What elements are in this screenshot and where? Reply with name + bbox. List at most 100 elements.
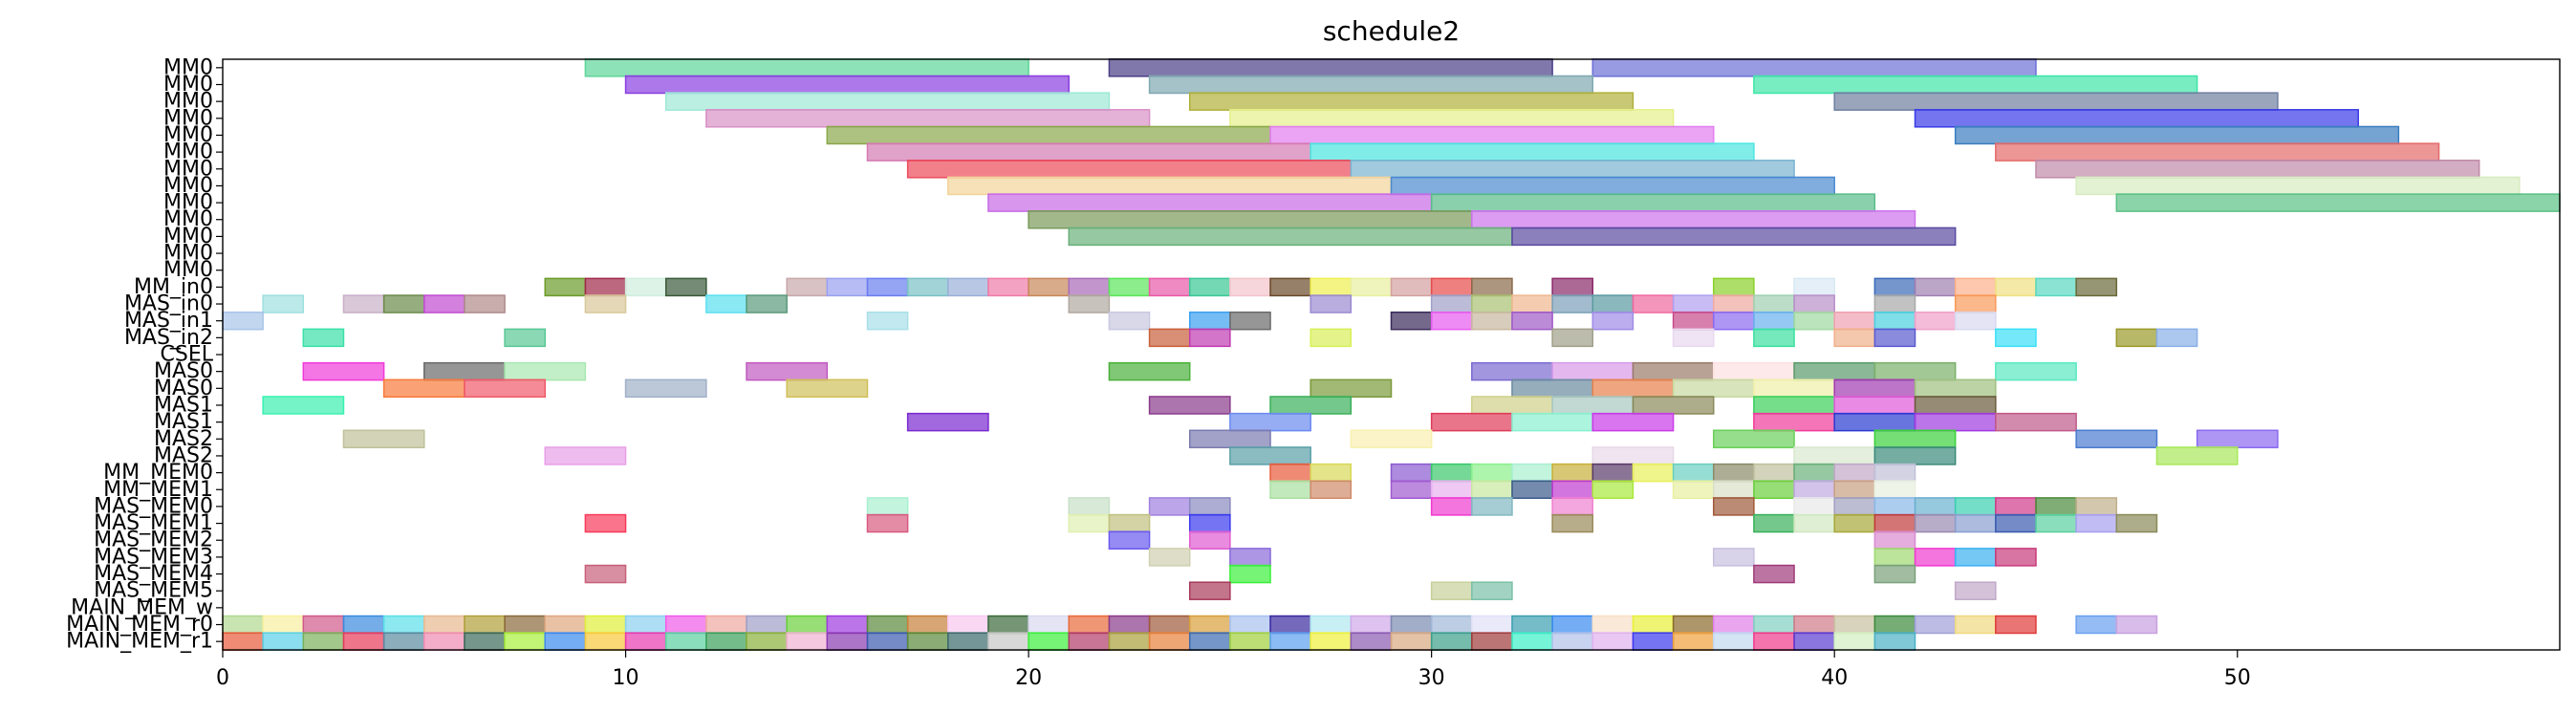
gantt-bar [866,632,909,651]
gantt-bar [1753,615,1795,635]
gantt-bar [1712,294,1755,313]
gantt-bar [1551,396,1634,415]
gantt-bar [1914,311,1957,331]
gantt-bar [584,58,1029,77]
gantt-bar [1591,294,1634,313]
gantt-bar [1108,513,1151,533]
gantt-bar [1188,615,1231,635]
gantt-bar [1390,176,1835,196]
gantt-bar [1672,294,1715,313]
gantt-bar [624,277,667,297]
gantt-bar [746,615,788,635]
y-tick-label: MM0 [163,258,213,282]
gantt-bar [1229,446,1311,465]
gantt-bar [1551,615,1594,635]
gantt-bar [1833,311,1876,331]
gantt-bar [1954,294,1997,313]
gantt-bar [1873,497,1916,516]
gantt-bar [1471,277,1513,297]
gantt-bar [1471,480,1513,500]
y-tick-label: MM0 [163,106,213,130]
gantt-bar [866,142,1311,162]
gantt-bar [1188,513,1231,533]
gantt-bar [2075,277,2118,297]
gantt-bar [866,311,909,331]
y-tick-label: MM0 [163,242,213,266]
y-tick-label: MAS2 [154,427,213,451]
gantt-bar [1954,581,1997,600]
gantt-bar [1712,463,1755,483]
gantt-bar [866,277,909,297]
gantt-bar [664,615,707,635]
gantt-bar [826,632,869,651]
y-tick-label: MM_MEM1 [103,478,213,502]
gantt-bar [1350,632,1393,651]
gantt-bar [2035,513,2077,533]
gantt-bar [786,615,829,635]
gantt-bar [1108,530,1151,550]
gantt-bar [1793,497,1835,516]
gantt-bar [1793,480,1835,500]
gantt-bar [1511,227,1957,247]
y-tick-label: MAS_in0 [124,292,213,316]
gantt-bar [302,615,345,635]
gantt-bar [1148,328,1191,348]
y-tick-label: MM0 [163,140,213,164]
gantt-bar [1108,615,1151,635]
gantt-bar [786,378,869,399]
gantt-bar [1108,58,1553,77]
gantt-bar [1712,480,1755,500]
gantt-bar [1310,632,1353,651]
gantt-bar [1229,564,1271,584]
y-tick-label: MAIN_MEM_r1 [66,630,213,654]
gantt-bar [987,615,1029,635]
gantt-bar [2075,497,2118,516]
gantt-bar [786,632,829,651]
gantt-bar [1028,277,1071,297]
gantt-bar [1712,277,1755,297]
gantt-bar [1310,463,1353,483]
gantt-bar [2035,160,2480,179]
gantt-bar [1914,513,1957,533]
x-tick-label: 0 [216,666,229,690]
gantt-bar [705,294,747,313]
gantt-bar [1793,632,1835,651]
gantt-bar [2075,513,2118,533]
gantt-bar [2115,513,2158,533]
gantt-bar [1793,294,1835,313]
gantt-bar [1793,513,1835,533]
gantt-bar [1753,294,1795,313]
x-tick-label: 50 [2224,666,2251,690]
gantt-bar [1471,497,1513,516]
gantt-bar [1873,548,1916,567]
gantt-bar [1511,378,1594,399]
gantt-bar [1793,463,1835,483]
gantt-bar [423,615,465,635]
gantt-bar [906,412,989,432]
gantt-bar [1188,328,1231,348]
gantt-bar [1591,615,1634,635]
gantt-bar [1793,311,1835,331]
gantt-bar [1229,548,1271,567]
gantt-bar [1269,125,1715,145]
gantt-bar [1471,463,1513,483]
gantt-bar [1551,632,1594,651]
gantt-bar [1148,75,1594,95]
gantt-bar [262,294,305,313]
gantt-bar [866,615,909,635]
gantt-bar [2075,615,2118,635]
gantt-bar [1833,92,2279,111]
gantt-bar [1471,294,1513,313]
gantt-bar [504,361,587,381]
gantt-bar [2075,429,2158,449]
gantt-bar [786,277,829,297]
gantt-bar [1753,463,1795,483]
gantt-bar [302,361,385,381]
gantt-bar [1833,463,1876,483]
gantt-bar [1310,142,1755,162]
gantt-bar [705,615,747,635]
gantt-bar [2115,328,2158,348]
gantt-bar [2035,497,2077,516]
gantt-bar [1995,513,2037,533]
gantt-bar [624,75,1071,95]
